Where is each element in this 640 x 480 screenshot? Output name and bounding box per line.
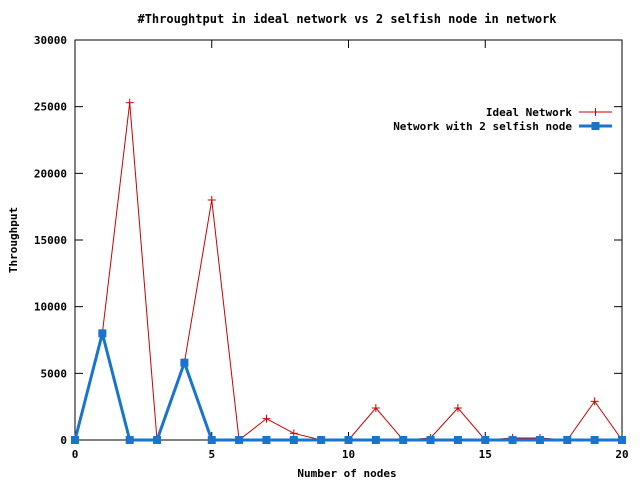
data-point xyxy=(399,436,408,444)
data-point xyxy=(371,404,380,412)
x-axis: 0 5 10 15 20 xyxy=(72,40,629,461)
y-tick-label: 30000 xyxy=(34,34,67,47)
y-tick-label: 5000 xyxy=(41,367,68,380)
legend-marker xyxy=(591,122,600,130)
legend-entry: Ideal Network xyxy=(486,106,612,119)
data-point xyxy=(153,436,162,444)
series-line xyxy=(74,102,623,441)
x-tick-label: 5 xyxy=(208,448,215,461)
x-axis-label: Number of nodes xyxy=(297,467,396,480)
data-point xyxy=(590,436,599,444)
data-point xyxy=(426,436,435,444)
x-tick-label: 15 xyxy=(479,448,492,461)
series-layer xyxy=(71,98,626,444)
chart-title: #Throughtput in ideal network vs 2 selfi… xyxy=(137,12,557,26)
data-point xyxy=(344,436,353,444)
data-point xyxy=(453,436,462,444)
data-point xyxy=(180,358,189,367)
x-tick-label: 20 xyxy=(615,448,628,461)
data-point xyxy=(262,414,271,423)
y-tick-label: 0 xyxy=(60,434,67,447)
data-point xyxy=(481,436,490,444)
data-point xyxy=(207,196,216,204)
data-point xyxy=(590,397,599,406)
data-point xyxy=(207,436,216,444)
data-point xyxy=(563,436,572,444)
series-2 xyxy=(71,329,626,444)
y-tick-label: 10000 xyxy=(34,301,67,314)
plot-frame xyxy=(74,39,623,441)
y-tick-label: 25000 xyxy=(34,101,67,114)
y-axis-label: Throughput xyxy=(7,207,20,273)
data-point xyxy=(618,436,626,444)
data-point xyxy=(453,404,462,412)
data-point xyxy=(235,436,244,444)
data-point xyxy=(71,436,79,444)
x-tick-label: 10 xyxy=(342,448,355,461)
series-1 xyxy=(71,98,626,444)
data-point xyxy=(98,329,107,338)
data-point xyxy=(371,436,380,444)
data-point xyxy=(317,436,326,444)
data-point xyxy=(262,436,271,444)
legend-label: Ideal Network xyxy=(486,106,572,119)
legend-entry: Network with 2 selfish node xyxy=(393,120,612,133)
series-line xyxy=(73,332,622,442)
y-tick-label: 20000 xyxy=(34,167,67,180)
data-point xyxy=(289,436,298,444)
x-tick-label: 0 xyxy=(72,448,79,461)
y-tick-label: 15000 xyxy=(34,234,67,247)
data-point xyxy=(125,98,134,107)
data-point xyxy=(125,436,134,444)
data-point xyxy=(535,436,544,444)
legend-label: Network with 2 selfish node xyxy=(393,120,572,133)
data-point xyxy=(508,436,517,444)
y-axis: 0 5000 10000 15000 20000 25000 30000 xyxy=(34,34,622,447)
